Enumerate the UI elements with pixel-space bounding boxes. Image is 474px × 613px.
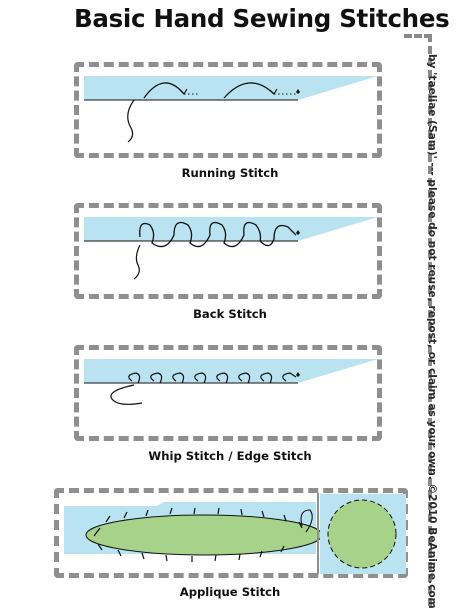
running-stitch-label: Running Stitch xyxy=(181,166,279,180)
back-stitch-panel xyxy=(74,203,382,299)
page-title: Basic Hand Sewing Stitches xyxy=(74,4,450,33)
credit-text: by 'taeliae (Sam)' --- please do not reu… xyxy=(426,54,438,609)
outer-frame-right xyxy=(428,34,432,606)
whip-stitch-panel xyxy=(74,345,382,441)
loose-thread xyxy=(110,384,143,405)
fabric-strip xyxy=(84,359,378,383)
loose-thread xyxy=(133,244,141,280)
stitch-thread xyxy=(93,507,303,562)
loose-thread xyxy=(127,99,135,143)
whip-stitch-label: Whip Stitch / Edge Stitch xyxy=(148,449,312,463)
applique-stitch-panel xyxy=(54,488,408,578)
whip-stitch-illustration xyxy=(84,359,378,405)
fabric-strip xyxy=(84,217,378,241)
running-stitch-illustration xyxy=(84,76,378,143)
fabric-slant xyxy=(64,502,316,554)
running-stitch-panel xyxy=(74,62,382,158)
applique-stitch-illustration xyxy=(64,493,406,574)
applique-circle xyxy=(327,499,397,569)
back-stitch-label: Back Stitch xyxy=(193,307,267,321)
knot-icon xyxy=(296,372,300,377)
knot-icon xyxy=(296,89,300,94)
outer-frame-top xyxy=(404,34,432,38)
applique-shape xyxy=(85,514,323,556)
back-stitch-illustration xyxy=(84,217,378,280)
fabric-strip xyxy=(84,76,378,100)
loose-thread xyxy=(300,509,313,533)
stitch-thread xyxy=(128,372,297,384)
stitch-thread xyxy=(139,221,297,248)
knot-icon xyxy=(296,230,300,235)
applique-stitch-label: Applique Stitch xyxy=(179,585,281,599)
